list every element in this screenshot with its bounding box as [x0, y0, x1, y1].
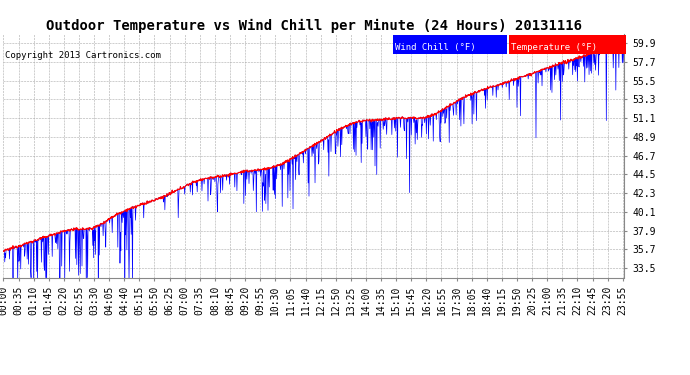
Title: Outdoor Temperature vs Wind Chill per Minute (24 Hours) 20131116: Outdoor Temperature vs Wind Chill per Mi…: [46, 18, 582, 33]
Text: Copyright 2013 Cartronics.com: Copyright 2013 Cartronics.com: [5, 51, 161, 60]
Text: Temperature (°F): Temperature (°F): [511, 43, 597, 52]
Text: Wind Chill (°F): Wind Chill (°F): [395, 43, 476, 52]
